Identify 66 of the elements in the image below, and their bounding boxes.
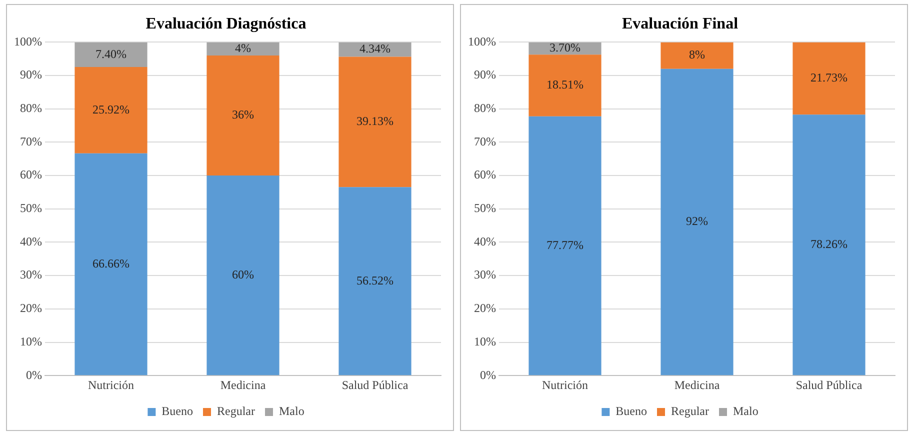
y-tick-label: 10%	[474, 334, 496, 348]
bar	[74, 153, 148, 376]
y-tick-label: 40%	[20, 234, 42, 248]
y-tick-label: 80%	[20, 101, 42, 116]
x-tick-label: Salud Pública	[342, 378, 409, 392]
chart-title: Evaluación Final	[622, 16, 739, 33]
y-tick-label: 100%	[468, 34, 496, 48]
data-label: 39.13%	[356, 114, 394, 128]
data-label: 77.77%	[546, 238, 584, 252]
y-tick-label: 60%	[20, 168, 42, 182]
y-tick-label: 60%	[474, 168, 496, 182]
x-tick-label: Nutrición	[88, 378, 134, 392]
data-label: 92%	[686, 214, 708, 228]
bar	[206, 56, 280, 176]
data-label: 18.51%	[546, 78, 584, 92]
legend-label: Bueno	[616, 404, 648, 418]
legend-label: Bueno	[162, 404, 194, 418]
legend-label: Regular	[671, 404, 710, 418]
chart-title: Evaluación Diagnóstica	[146, 16, 306, 33]
data-label: 25.92%	[92, 102, 130, 116]
x-tick-label: Medicina	[220, 378, 266, 392]
y-tick-label: 100%	[14, 34, 42, 48]
y-tick-label: 40%	[474, 234, 496, 248]
y-tick-label: 50%	[20, 201, 42, 216]
bar	[660, 42, 734, 69]
y-tick-label: 10%	[20, 334, 42, 348]
data-label: 8%	[689, 48, 705, 62]
bar	[528, 116, 602, 376]
y-tick-label: 90%	[20, 68, 42, 82]
bar	[206, 42, 280, 56]
data-label: 56.52%	[356, 273, 394, 288]
y-tick-label: 90%	[474, 68, 496, 82]
bar	[74, 66, 148, 154]
legend-label: Regular	[217, 404, 256, 418]
y-tick-label: 30%	[20, 268, 42, 282]
bar	[792, 42, 866, 115]
bar	[792, 114, 866, 376]
legend-label: Malo	[278, 404, 304, 418]
y-tick-label: 80%	[474, 101, 496, 116]
bar	[338, 56, 412, 188]
data-label: 78.26%	[810, 237, 848, 252]
legend-label: Malo	[732, 404, 758, 418]
y-tick-label: 70%	[474, 134, 496, 148]
y-tick-label: 0%	[480, 368, 496, 382]
bar	[206, 176, 280, 376]
bar	[74, 42, 148, 67]
x-tick-label: Nutrición	[542, 378, 588, 392]
y-tick-label: 30%	[474, 268, 496, 282]
data-label: 7.40%	[95, 46, 126, 61]
y-tick-label: 70%	[20, 134, 42, 148]
y-tick-label: 20%	[474, 301, 496, 316]
bar	[338, 187, 412, 376]
data-label: 21.73%	[810, 70, 848, 85]
data-label: 4.34%	[360, 42, 390, 56]
data-label: 3.70%	[549, 40, 580, 55]
bar	[660, 68, 734, 376]
data-label: 66.66%	[92, 256, 130, 270]
x-tick-label: Salud Pública	[796, 378, 863, 392]
data-label: 60%	[232, 267, 254, 282]
x-tick-label: Medicina	[674, 378, 720, 392]
bar	[528, 54, 602, 116]
data-label: 4%	[235, 41, 251, 56]
y-tick-label: 50%	[474, 201, 496, 216]
y-tick-label: 0%	[26, 368, 42, 382]
y-tick-label: 20%	[20, 301, 42, 316]
data-label: 36%	[232, 108, 254, 122]
